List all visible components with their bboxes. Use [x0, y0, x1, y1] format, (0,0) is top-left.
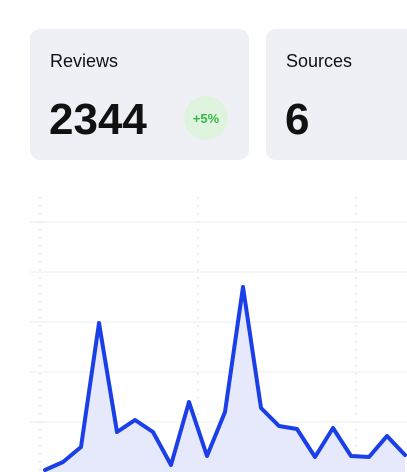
card-value: 2344 [49, 95, 147, 144]
line [43, 285, 407, 472]
badge [184, 96, 228, 140]
area-fill [45, 287, 405, 472]
card-title: Sources [286, 51, 352, 71]
vertical-grid [39, 197, 357, 472]
card-title: Reviews [50, 51, 118, 71]
card-value: 6 [285, 95, 309, 144]
badge-text: +5% [193, 111, 220, 126]
card [266, 29, 407, 160]
